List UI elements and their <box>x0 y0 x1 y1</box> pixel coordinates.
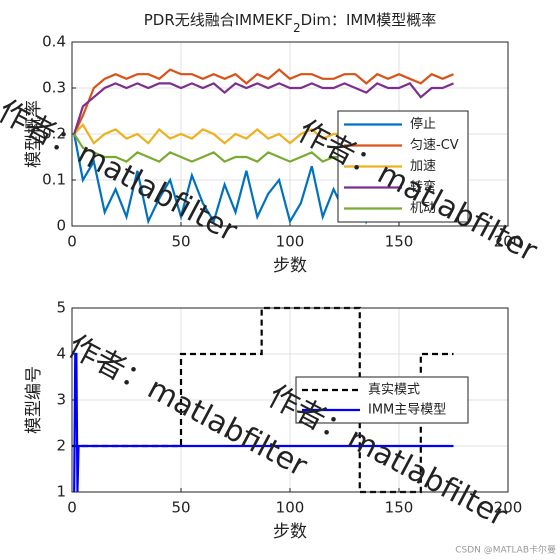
y-axis-label: 模型概率 <box>24 100 44 168</box>
title-part: PDR无线融合IMMEKF <box>144 11 293 29</box>
x-axis-label: 步数 <box>273 522 307 542</box>
x-tick-label: 200 <box>494 499 523 517</box>
legend-label: 机动 <box>410 201 436 216</box>
legend-box <box>295 376 469 424</box>
y-tick-label: 0.1 <box>42 171 66 189</box>
legend-label: IMM主导模型 <box>368 403 446 418</box>
x-tick-label: 200 <box>494 233 523 251</box>
x-tick-label: 150 <box>385 233 414 251</box>
x-tick-label: 50 <box>171 499 190 517</box>
legend-label: 转弯 <box>410 179 436 195</box>
y-tick-label: 0.2 <box>42 125 66 143</box>
x-tick-label: 100 <box>276 233 305 251</box>
y-tick-label: 0.3 <box>42 79 66 97</box>
y-tick-label: 1 <box>56 483 66 501</box>
y-tick-label: 3 <box>56 391 66 409</box>
legend-label: 真实模式 <box>368 383 420 398</box>
x-axis-label: 步数 <box>273 256 307 276</box>
y-tick-label: 2 <box>56 437 66 455</box>
legend-label: 匀速-CV <box>410 138 459 153</box>
x-tick-label: 150 <box>385 499 414 517</box>
y-tick-label: 5 <box>56 299 66 317</box>
x-tick-label: 100 <box>276 499 305 517</box>
y-tick-label: 4 <box>56 345 66 363</box>
axes-box <box>71 307 509 493</box>
series-line <box>73 82 454 135</box>
footer: CSDN @MATLAB卡尔曼 <box>455 544 556 556</box>
title-part: Dim：IMM模型概率 <box>301 11 437 29</box>
x-tick-label: 0 <box>67 499 77 517</box>
x-tick-label: 0 <box>67 233 77 251</box>
legend-label: 停止 <box>410 116 436 132</box>
legend-label: 加速 <box>410 159 436 174</box>
title-subscript: 2 <box>293 21 301 35</box>
series-line <box>73 352 454 493</box>
y-tick-label: 0 <box>56 217 66 235</box>
series-line <box>72 306 454 494</box>
series-line <box>73 68 454 135</box>
y-axis-label: 模型编号 <box>24 366 44 434</box>
x-tick-label: 50 <box>171 233 190 251</box>
chart-title: PDR无线融合IMMEKF2Dim：IMM模型概率 <box>144 11 437 35</box>
y-tick-label: 0.4 <box>42 33 66 51</box>
axes-box <box>71 41 509 227</box>
